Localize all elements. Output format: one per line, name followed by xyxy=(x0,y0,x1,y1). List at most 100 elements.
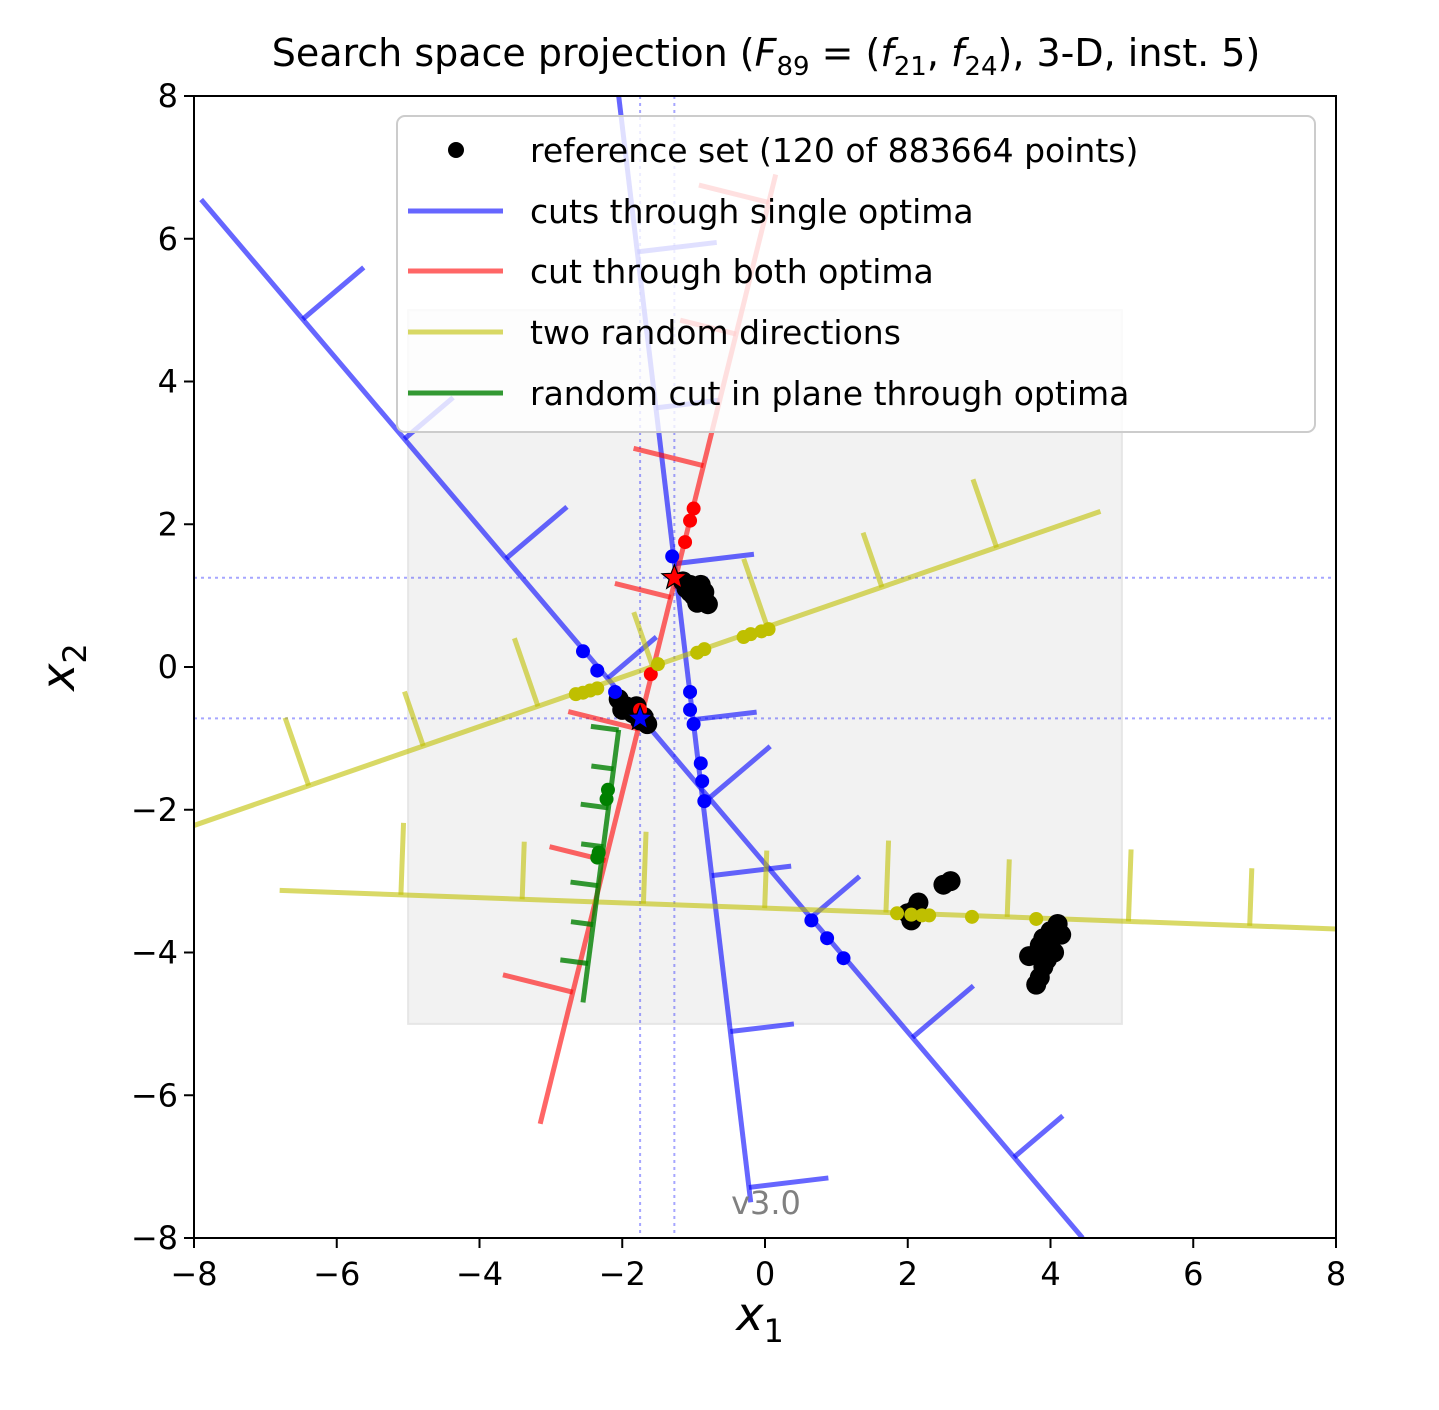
cut-tick-green-0-6 xyxy=(591,763,614,772)
optimum-star-0 xyxy=(660,563,689,590)
cut-sample-blue-0 xyxy=(665,549,680,564)
y-tick-label: 8 xyxy=(158,77,178,115)
legend-item-random-directions: two random directions xyxy=(408,313,901,352)
cut-tick-blue-0-8 xyxy=(1012,1113,1065,1160)
cut-line-yellow-1 xyxy=(279,887,1336,932)
cut-tick-red-0-4 xyxy=(614,581,672,600)
legend-label-both-optima-cut: cut through both optima xyxy=(530,252,934,291)
cut-tick-blue-0-3 xyxy=(504,504,569,561)
axis-ticks: −8 −6 −4 −2 0 2 4 6 8 −8 −6 −4 −2 0 2 4 6 8 xyxy=(131,77,1346,1293)
cut-tick-yellow-0-4 xyxy=(631,611,655,668)
x-tick-label: −8 xyxy=(170,1255,217,1293)
cut-sample-green-1 xyxy=(599,792,614,807)
cut-tick-red-0-3 xyxy=(567,709,639,732)
y-tick-label: −2 xyxy=(131,791,178,829)
cut-sample-yellow-14 xyxy=(922,908,937,923)
cut-tick-green-0-1 xyxy=(560,957,589,967)
cut-sample-yellow-8 xyxy=(743,627,758,642)
y-axis-label-sub: 2 xyxy=(56,643,94,663)
cut-sample-blue-1 xyxy=(575,644,590,659)
cut-tick-yellow-1-3 xyxy=(640,831,649,904)
legend-frame xyxy=(396,115,1316,433)
reference-point-9 xyxy=(697,594,718,615)
y-tick-label: 6 xyxy=(158,220,178,258)
cut-tick-yellow-0-7 xyxy=(970,478,999,549)
title-F: F xyxy=(755,31,778,75)
x-tick-label: 6 xyxy=(1183,1255,1203,1293)
legend-label-random-plane-cut: random cut in plane through optima xyxy=(530,374,1129,413)
x-tick-label: −6 xyxy=(313,1255,360,1293)
cut-sample-yellow-6 xyxy=(697,642,712,657)
cut-tick-red-0-5 xyxy=(632,445,705,469)
cut-tick-green-0-7 xyxy=(590,723,619,733)
title-comma: , xyxy=(927,31,951,75)
cut-sample-yellow-4 xyxy=(650,657,665,672)
cut-sample-green-3 xyxy=(590,850,605,865)
cut-sample-blue-6 xyxy=(686,717,701,732)
x-tick-label: −4 xyxy=(456,1255,503,1293)
y-axis-label: x2 xyxy=(31,643,94,693)
y-axis-label-main: x xyxy=(31,663,85,693)
cut-sample-blue-9 xyxy=(697,794,712,809)
title-eq: = ( xyxy=(810,31,881,75)
cut-tick-yellow-0-3 xyxy=(512,637,541,708)
y-tick-label: 0 xyxy=(158,648,178,686)
x-tick-label: 8 xyxy=(1326,1255,1346,1293)
legend-label-single-optima-cuts: cuts through single optima xyxy=(530,192,974,231)
cut-sample-red-0 xyxy=(686,501,701,516)
cut-tick-yellow-0-6 xyxy=(860,531,885,588)
y-tick-label: 2 xyxy=(158,505,178,543)
cut-sample-blue-5 xyxy=(683,702,698,717)
reference-point-37 xyxy=(1029,935,1050,956)
x-tick-label: 2 xyxy=(898,1255,918,1293)
cut-tick-yellow-1-1 xyxy=(398,822,407,895)
cut-tick-green-0-5 xyxy=(580,801,609,811)
cut-tick-yellow-1-5 xyxy=(883,840,892,913)
y-tick-label: −4 xyxy=(131,934,178,972)
cut-sample-blue-4 xyxy=(683,684,698,699)
cut-tick-blue-1-5 xyxy=(711,863,792,879)
cut-tick-blue-1-6 xyxy=(730,1021,795,1034)
x-tick-label: −2 xyxy=(599,1255,646,1293)
x-axis-label-main: x xyxy=(734,1287,764,1341)
title-end: ), 3-D, inst. 5) xyxy=(998,31,1261,75)
cut-sample-red-1 xyxy=(683,513,698,528)
cut-sample-yellow-12 xyxy=(904,907,919,922)
cut-tick-red-0-1 xyxy=(502,972,574,995)
cut-tick-green-0-2 xyxy=(570,919,594,928)
cut-tick-yellow-0-5 xyxy=(741,557,770,628)
cut-sample-yellow-10 xyxy=(761,622,776,637)
cut-tick-yellow-0-2 xyxy=(402,690,426,747)
cut-sample-yellow-3 xyxy=(590,681,605,696)
x-axis-label: x1 xyxy=(734,1287,784,1350)
cut-sample-yellow-16 xyxy=(1029,911,1044,926)
title-F-sub: 89 xyxy=(776,52,809,82)
version-watermark: v3.0 xyxy=(731,1184,801,1222)
cut-sample-blue-7 xyxy=(693,756,708,771)
cut-sample-red-2 xyxy=(678,535,693,550)
reference-point-25 xyxy=(940,871,961,892)
cut-tick-yellow-1-6 xyxy=(1004,859,1012,918)
cut-sample-blue-11 xyxy=(820,931,835,946)
y-tick-label: −8 xyxy=(131,1219,178,1257)
reference-point-36 xyxy=(1051,924,1072,945)
legend-item-random-plane-cut: random cut in plane through optima xyxy=(408,374,1129,413)
x-axis-label-sub: 1 xyxy=(763,1312,783,1350)
cut-sample-blue-2 xyxy=(590,663,605,678)
y-tick-label: 4 xyxy=(158,363,178,401)
reference-point-11 xyxy=(676,578,697,599)
cut-tick-yellow-1-8 xyxy=(1247,868,1255,926)
cut-tick-yellow-1-2 xyxy=(519,841,527,900)
cut-sample-yellow-11 xyxy=(890,906,905,921)
legend: reference set (120 of 883664 points) cut… xyxy=(396,115,1316,433)
cut-tick-blue-1-7 xyxy=(748,1175,829,1190)
optimum-star-1 xyxy=(626,703,655,731)
cut-tick-blue-1-4 xyxy=(692,709,757,723)
legend-label-reference-set: reference set (120 of 883664 points) xyxy=(530,131,1138,170)
legend-item-reference-set: reference set (120 of 883664 points) xyxy=(448,131,1138,170)
legend-item-both-optima-cut: cut through both optima xyxy=(408,252,934,291)
title-main: Search space projection ( xyxy=(272,31,755,75)
legend-item-single-optima-cuts: cuts through single optima xyxy=(408,192,974,231)
cut-tick-yellow-1-4 xyxy=(762,850,770,909)
